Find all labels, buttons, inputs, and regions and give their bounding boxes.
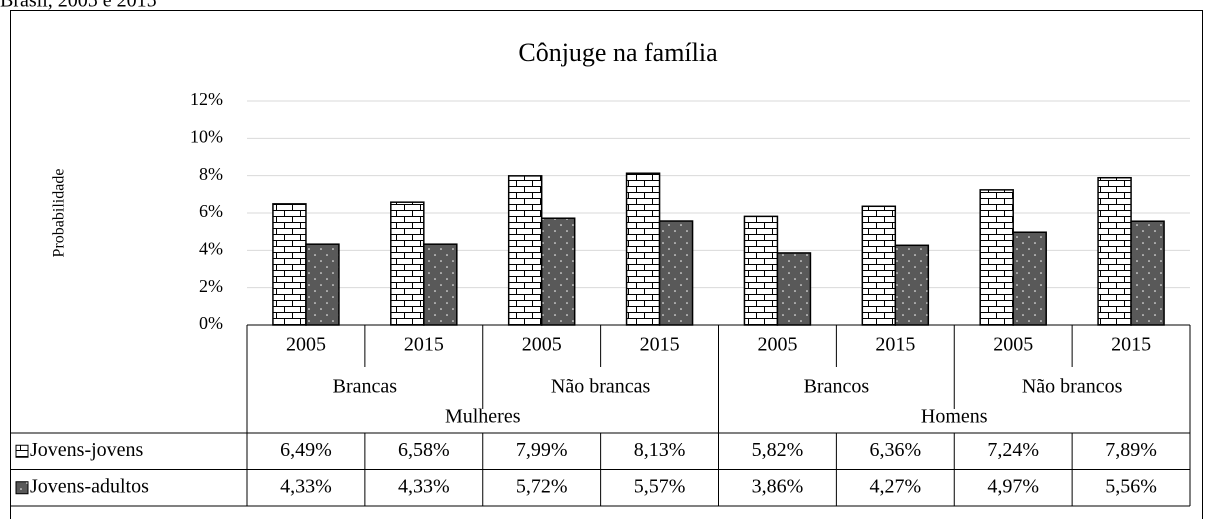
y-tick-label: 8% [199,164,223,184]
bar [305,243,340,326]
x-tick-label: 2015 [875,334,915,356]
supergroup-label: Mulheres [445,406,521,428]
chart-border [10,10,1203,519]
data-table-value: 5,82% [752,439,804,461]
bar [1097,176,1132,326]
x-tick-label: 2015 [640,334,680,356]
supergroup-label: Homens [921,406,988,428]
bar [894,244,930,326]
data-table-value: 4,97% [987,475,1039,497]
x-tick-label: 2005 [757,334,797,356]
data-table-value: 4,27% [869,475,921,497]
data-table-value: 8,13% [634,439,686,461]
bar [540,217,576,326]
data-table-value: 4,33% [280,475,332,497]
data-table-value: 5,56% [1105,475,1157,497]
caption: Brasil, 2005 e 2015 [0,0,157,12]
bar [1130,220,1165,326]
bar [390,201,425,326]
bar [743,215,779,326]
bar [1012,231,1047,326]
data-table-value: 7,99% [516,439,568,461]
data-table-value: 5,57% [634,475,686,497]
y-tick-label: 2% [199,276,223,296]
data-table-value: 7,89% [1105,439,1157,461]
data-table-value: 4,33% [398,475,450,497]
legend-label: Jovens-adultos [30,475,149,497]
y-tick-label: 4% [199,238,223,258]
data-table-value: 5,72% [516,475,568,497]
y-tick-label: 0% [199,313,223,333]
bar [625,172,661,326]
y-tick-label: 6% [199,201,223,221]
legend-label: Jovens-jovens [30,439,144,461]
x-tick-label: 2005 [993,334,1033,356]
x-tick-label: 2005 [522,334,562,356]
data-table-value: 3,86% [752,475,804,497]
bar [979,189,1014,326]
data-table-value: 6,36% [869,439,921,461]
bar [861,205,897,326]
x-tick-label: 2005 [286,334,326,356]
chart-title: Cônjuge na família [518,38,718,67]
y-tick-label: 12% [190,89,223,109]
data-table-value: 7,24% [987,439,1039,461]
data-table-value: 6,58% [398,439,450,461]
legend-key [15,481,29,495]
bar [423,243,458,326]
bar [272,203,307,326]
bar [658,220,694,326]
data-table-value: 6,49% [280,439,332,461]
legend-key [15,444,29,458]
x-tick-label: 2015 [404,334,444,356]
y-axis-label: Probabilidade [51,169,68,258]
y-tick-label: 10% [190,126,223,146]
bar [507,175,543,326]
bar [776,252,812,326]
group-label: Não brancos [1022,376,1123,398]
group-label: Brancos [804,376,870,398]
group-label: Brancas [333,376,398,398]
group-label: Não brancas [551,376,651,398]
x-tick-label: 2015 [1111,334,1151,356]
